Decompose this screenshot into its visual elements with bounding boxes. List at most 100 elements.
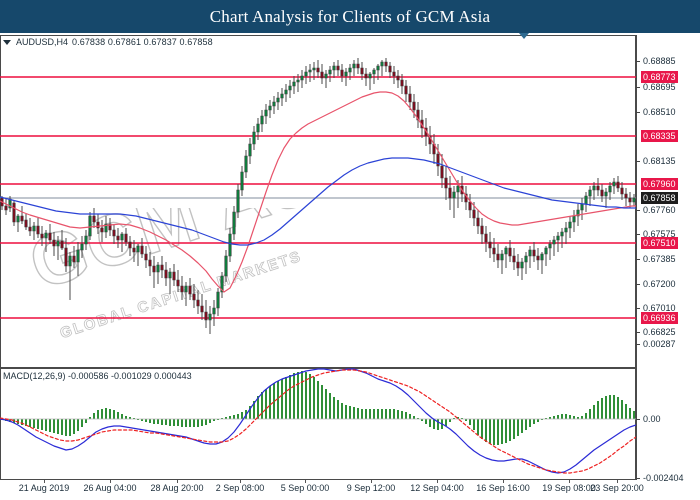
candle-body: [624, 193, 628, 199]
chevron-down-icon[interactable]: [3, 39, 11, 45]
macd-histogram-bar: [185, 419, 187, 427]
candle-body: [632, 197, 636, 203]
macd-histogram-bar: [625, 404, 627, 419]
macd-histogram-bar: [633, 411, 635, 419]
candle-body: [204, 311, 208, 321]
candle-body: [160, 264, 164, 271]
macd-histogram-bar: [269, 386, 271, 419]
price-axis-label: 0.67760: [643, 205, 676, 215]
candle-body: [628, 197, 632, 203]
macd-histogram-bar: [169, 419, 171, 426]
price-axis-label: 0.66936: [641, 312, 678, 324]
macd-histogram-bar: [57, 419, 59, 434]
macd-histogram-bar: [69, 419, 71, 436]
candle-body: [544, 247, 548, 255]
macd-histogram-bar: [293, 373, 295, 419]
time-axis-label: 23 Sep 20:00: [590, 483, 644, 493]
candle-body: [112, 229, 116, 237]
macd-histogram-bar: [49, 419, 51, 432]
macd-histogram-bar: [477, 419, 479, 435]
candle-body: [172, 271, 176, 281]
candle-body: [484, 233, 488, 243]
price-axis-label: 0.66825: [643, 327, 676, 337]
macd-histogram-bar: [237, 414, 239, 419]
macd-histogram-bar: [141, 419, 143, 421]
macd-histogram-bar: [485, 419, 487, 442]
macd-histogram-bar: [433, 419, 435, 429]
price-axis-tick: [636, 87, 640, 88]
macd-histogram-bar: [261, 392, 263, 419]
time-axis-tick: [305, 480, 306, 483]
macd-histogram-bar: [225, 417, 227, 419]
macd-histogram-bar: [593, 405, 595, 419]
ohlc-values: 0.67838 0.67861 0.67837 0.67858: [72, 37, 213, 47]
candle-body: [436, 153, 440, 167]
candle-body: [328, 69, 332, 75]
price-axis: 0.68885 0.68773 0.68695 0.68510 0.68335 0.681…: [636, 35, 700, 483]
macd-histogram-bar: [533, 419, 535, 424]
price-axis-label: 0.67960: [641, 178, 678, 190]
macd-histogram-bar: [253, 401, 255, 419]
candle-body: [164, 269, 168, 279]
candle-body: [80, 243, 84, 251]
symbol-label: AUDUSD,H4: [16, 37, 69, 47]
candle-body: [104, 223, 108, 233]
candle-body: [492, 247, 496, 255]
macd-histogram-bar: [313, 377, 315, 419]
candle-body: [528, 249, 532, 257]
candle-body: [620, 187, 624, 195]
price-axis-label: 0.67200: [643, 279, 676, 289]
price-axis-tick: [636, 210, 640, 211]
macd-histogram-bar: [321, 385, 323, 419]
time-axis-tick: [617, 480, 618, 483]
candle-body: [520, 261, 524, 269]
macd-histogram-bar: [133, 418, 135, 419]
time-axis-label: 2 Sep 08:00: [215, 483, 265, 493]
macd-histogram-bar: [9, 419, 11, 422]
candle-body: [128, 241, 132, 249]
candle-body: [472, 209, 476, 219]
candle-body: [364, 73, 368, 79]
macd-histogram-bar: [361, 409, 363, 419]
macd-histogram-bar: [609, 395, 611, 419]
macd-histogram-bar: [617, 397, 619, 419]
macd-histogram-bar: [145, 419, 147, 422]
candle-body: [360, 67, 364, 75]
candle-body: [560, 231, 564, 237]
candle-body: [72, 255, 76, 263]
macd-histogram-bar: [153, 419, 155, 424]
candle-body: [260, 115, 264, 125]
macd-axis-label: 0.00: [643, 414, 661, 424]
macd-histogram-bar: [497, 419, 499, 445]
candle-body: [556, 235, 560, 241]
candle-body: [344, 71, 348, 77]
macd-histogram-bar: [349, 406, 351, 419]
price-axis-tick: [636, 259, 640, 260]
macd-histogram-bar: [117, 412, 119, 419]
macd-histogram-bar: [173, 419, 175, 426]
macd-histogram-bar: [229, 416, 231, 419]
price-axis-label: 0.67858: [641, 192, 678, 204]
macd-histogram-bar: [517, 419, 519, 436]
candle-body: [64, 247, 68, 267]
candle-body: [240, 171, 244, 191]
macd-signal-line: [0, 369, 637, 474]
candle-body: [224, 255, 228, 277]
macd-histogram-bar: [505, 419, 507, 443]
macd-histogram-bar: [373, 409, 375, 419]
macd-histogram-bar: [449, 419, 451, 422]
symbol-header[interactable]: AUDUSD,H4 0.67838 0.67861 0.67837 0.6785…: [3, 37, 213, 47]
price-axis-label: 0.67575: [643, 229, 676, 239]
candle-body: [196, 299, 200, 307]
candle-body: [332, 65, 336, 71]
candle-body: [388, 65, 392, 73]
macd-histogram-bar: [573, 416, 575, 419]
macd-histogram-bar: [149, 419, 151, 423]
time-axis-tick: [177, 480, 178, 483]
macd-histogram-bar: [309, 374, 311, 419]
price-axis-tick: [636, 161, 640, 162]
macd-histogram-bar: [221, 418, 223, 419]
candle-body: [220, 275, 224, 293]
candle-body: [248, 143, 252, 157]
candle-body: [604, 191, 608, 197]
